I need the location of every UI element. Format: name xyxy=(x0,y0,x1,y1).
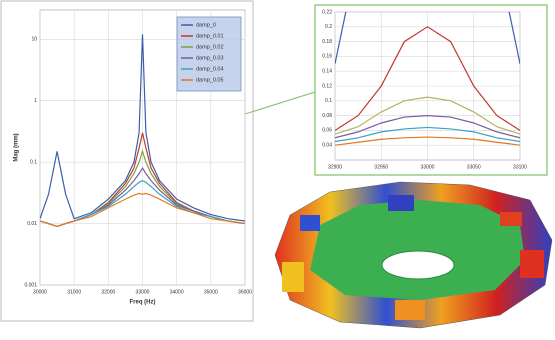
series-line xyxy=(335,114,520,139)
series-line xyxy=(335,136,520,146)
x-tick-label: 36000 xyxy=(238,289,252,295)
y-tick-label: 0.04 xyxy=(322,143,332,149)
y-tick-label: 1 xyxy=(34,98,37,104)
x-tick-label: 32900 xyxy=(328,164,342,170)
y-tick-label: 0.22 xyxy=(322,9,332,15)
y-tick-label: 0.001 xyxy=(24,282,37,288)
series-line xyxy=(40,34,245,222)
y-tick-label: 0.2 xyxy=(325,24,332,30)
legend-label: damp_0.01 xyxy=(196,33,224,39)
y-tick-label: 0.18 xyxy=(322,39,332,45)
x-tick-label: 33100 xyxy=(513,164,527,170)
legend-bg xyxy=(176,16,242,92)
series-line xyxy=(335,26,520,131)
legend-label: damp_0 xyxy=(196,22,216,28)
fea-render xyxy=(274,181,553,329)
x-tick-label: 33000 xyxy=(136,289,150,295)
y-tick-label: 0.1 xyxy=(325,98,332,104)
x-tick-label: 31000 xyxy=(67,289,81,295)
x-tick-label: 33000 xyxy=(421,164,435,170)
y-tick-label: 0.08 xyxy=(322,113,332,119)
y-tick-label: 0.06 xyxy=(322,128,332,134)
x-tick-label: 32950 xyxy=(374,164,388,170)
legend-label: damp_0.05 xyxy=(196,77,224,83)
y-tick-label: 0.14 xyxy=(322,69,332,75)
series-line xyxy=(40,192,245,228)
x-tick-label: 34000 xyxy=(170,289,184,295)
y-tick-label: 0.12 xyxy=(322,83,332,89)
y-tick-label: 10 xyxy=(31,37,37,43)
y-tick-label: 0.16 xyxy=(322,54,332,60)
legend-label: damp_0.02 xyxy=(196,44,224,50)
y-axis-label: Mag (mm) xyxy=(14,133,20,161)
y-tick-label: 0.01 xyxy=(27,221,37,227)
legend: damp_0 damp_0.01 damp_0.02 damp_0.03 damp_0.… xyxy=(176,16,242,92)
x-axis-label: Freq (Hz) xyxy=(130,300,156,306)
y-tick-label: 0.1 xyxy=(30,159,37,165)
series-line xyxy=(335,126,520,143)
x-tick-label: 33050 xyxy=(467,164,481,170)
series-line xyxy=(335,96,520,135)
legend-label: damp_0.03 xyxy=(196,55,224,61)
legend-label: damp_0.04 xyxy=(196,66,224,72)
x-tick-label: 32000 xyxy=(101,289,115,295)
x-tick-label: 30000 xyxy=(33,289,47,295)
x-tick-label: 35000 xyxy=(204,289,218,295)
